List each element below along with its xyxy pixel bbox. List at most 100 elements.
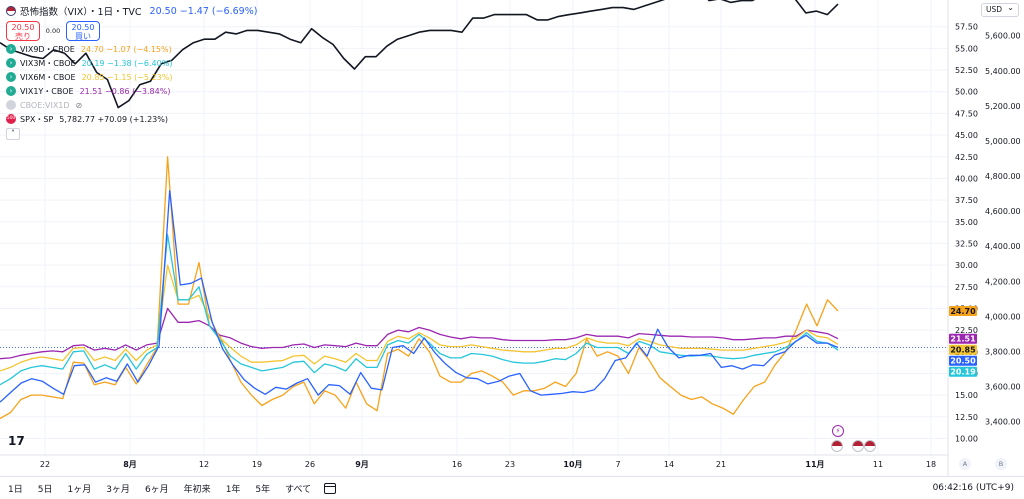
series-line-vix1y [0,307,839,360]
eye-off-icon[interactable]: ⊘ [75,100,83,110]
current-value-label: 20.85 [950,346,976,355]
range-3m-button[interactable]: 3ヶ月 [106,484,130,495]
left-axis-tick-label: 40.00 [955,174,978,183]
sell-button[interactable]: 20.50 売り [6,21,40,41]
right-axis-tick-label: 5,400.00 [985,67,1021,76]
right-axis-tick-label: 3,400.00 [985,418,1021,427]
left-axis-tick-label: 55.00 [955,44,978,53]
left-axis-tick-label: 10.00 [955,434,978,443]
us-flag-icon [6,6,16,16]
time-axis: 22 8月 12 19 26 9月 16 23 10月 7 14 21 11月 11 18 [40,460,936,469]
x-axis-tick-label: 11月 [805,460,824,469]
range-6m-button[interactable]: 6ヶ月 [144,484,169,495]
x-axis-tick-label: 12 [199,460,209,469]
us-event-flag-icon[interactable] [864,440,876,452]
series-line-vix9d [0,156,839,420]
right-axis-tick-label: 3,600.00 [985,383,1021,392]
us-event-flag-icon[interactable] [852,440,864,452]
current-value-badge [949,333,977,344]
current-value-badge [949,306,977,317]
lightning-event-icon[interactable]: ⚡ [832,425,844,437]
right-axis-tick-label: 4,800.00 [985,172,1021,181]
x-axis-tick-label: 19 [252,460,262,469]
buy-button[interactable]: 20.50 買い [66,21,100,41]
series-line-vix [0,189,839,403]
left-axis-tick-label: 15.00 [955,391,978,400]
range-1y-button[interactable]: 1年 [225,484,241,495]
series-name: CBOE:VIX1D [20,100,70,110]
x-axis-tick-label: 22 [40,460,50,469]
left-axis-tick-label: 12.50 [955,413,978,422]
buy-price: 20.50 [71,23,95,32]
x-axis-tick-label: 10月 [563,460,582,469]
legend-row-vix6m[interactable]: › VIX6M・CBOE 20.85 −1.15 (−5.23%) [6,70,257,84]
range-5d-button[interactable]: 5日 [37,484,53,495]
current-value-label: 24.70 [950,307,976,316]
left-axis-tick-label: 52.50 [955,66,978,75]
main-symbol-row[interactable]: 恐怖指数（VIX）・1日・TVC 20.50 −1.47 (−6.69%) [6,4,257,18]
currency-select[interactable]: USD [981,2,1019,17]
right-axis-tick-label: 4,200.00 [985,277,1021,286]
range-all-button[interactable]: すべて [285,484,312,495]
arrow-right-icon: › [6,44,16,54]
left-axis-tick-label: 57.50 [955,23,978,32]
sell-label: 売り [15,32,31,41]
series-name: VIX1Y・CBOE [20,86,74,96]
left-axis-tick-label: 32.50 [955,239,978,248]
sp500-icon: 500 [6,114,16,124]
collapse-legend-chevron-up-icon[interactable]: ˄ [6,128,20,140]
current-value-badge [949,344,977,355]
x-axis-tick-label: 21 [716,460,726,469]
spread-value: 0.00 [45,27,61,35]
sell-price: 20.50 [11,23,35,32]
hidden-series-icon [6,100,16,110]
right-axis-tick-label: 5,000.00 [985,137,1021,146]
series-line-spx [0,0,839,109]
current-value-badge [949,366,977,377]
tradingview-logo-icon: 17 [8,434,25,448]
legend: 恐怖指数（VIX）・1日・TVC 20.50 −1.47 (−6.69%) 20… [6,4,257,140]
legend-row-vix9d[interactable]: › VIX9D・CBOE 24.70 −1.07 (−4.15%) [6,42,257,56]
x-axis-tick-label: 8月 [123,460,137,469]
calendar-icon[interactable] [324,482,337,494]
range-1d-button[interactable]: 1日 [8,484,23,495]
range-5y-button[interactable]: 5年 [255,484,271,495]
right-axis-tick-label: 5,600.00 [985,32,1021,41]
legend-row-vix3m[interactable]: › VIX3M・CBOE 20.19 −1.38 (−6.40%) [6,56,257,70]
series-values: 20.85 −1.15 (−5.23%) [81,72,173,82]
range-1m-button[interactable]: 1ヶ月 [67,484,92,495]
x-axis-tick-label: 7 [615,460,620,469]
legend-row-vix1y[interactable]: › VIX1Y・CBOE 21.51 −0.86 (−3.84%) [6,84,257,98]
arrow-right-icon: › [6,58,16,68]
right-axis-tick-label: 3,800.00 [985,348,1021,357]
arrow-right-icon: › [6,86,16,96]
us-event-flag-icon[interactable] [831,440,843,452]
left-axis-tick-label: 45.00 [955,131,978,140]
right-axis-tick-label: 4,400.00 [985,242,1021,251]
left-axis-tick-label: 37.50 [955,196,978,205]
right-axis-tick-label: 5,200.00 [985,102,1021,111]
trade-buttons: 20.50 売り 0.00 20.50 買い [6,20,257,42]
series-layer [0,0,839,420]
current-value-label: 21.51 [950,335,976,344]
right-axis-tick-label: 4,600.00 [985,207,1021,216]
axis-auto-button[interactable]: A [959,458,971,470]
bottom-toolbar: 1日 5日 1ヶ月 3ヶ月 6ヶ月 年初来 1年 5年 すべて 06:42:16… [0,476,1024,499]
legend-row-vix1d[interactable]: CBOE:VIX1D ⊘ [6,98,257,112]
left-axis-tick-label: 22.50 [955,326,978,335]
x-axis-tick-label: 23 [505,460,515,469]
x-axis-tick-label: 11 [873,460,883,469]
axis-settings-button[interactable]: B [995,458,1007,470]
series-values: 20.19 −1.38 (−6.40%) [81,58,173,68]
clock[interactable]: 06:42:16 (UTC+9) [932,483,1014,493]
main-symbol-title: 恐怖指数（VIX）・1日・TVC [20,7,142,18]
left-axis-tick-label: 30.00 [955,261,978,270]
left-price-axis: 10.0012.5015.0017.5020.0022.5025.0027.50… [955,23,978,444]
left-axis-tick-label: 42.50 [955,153,978,162]
left-axis-tick-label: 50.00 [955,88,978,97]
range-ytd-button[interactable]: 年初来 [183,484,211,495]
legend-row-spx[interactable]: 500 SPX・SP 5,782.77 +70.09 (+1.23%) [6,112,257,126]
x-axis-tick-label: 18 [926,460,936,469]
series-line-vix3m [0,234,839,386]
